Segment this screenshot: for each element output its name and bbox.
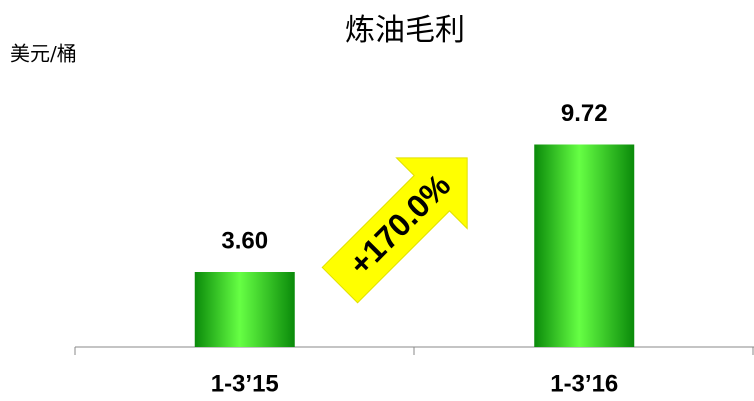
x-tick-label: 1-3’16 xyxy=(550,370,618,397)
x-tick-label: 1-3’15 xyxy=(211,370,279,397)
y-axis-label: 美元/桶 xyxy=(10,42,77,66)
value-label: 9.72 xyxy=(561,100,608,127)
chart-title: 炼油毛利 xyxy=(345,13,465,48)
bar xyxy=(534,144,635,347)
growth-arrow: +170.0% xyxy=(321,157,468,304)
value-label: 3.60 xyxy=(221,227,268,254)
annotation: +170.0% xyxy=(342,167,457,282)
bar xyxy=(194,272,295,347)
